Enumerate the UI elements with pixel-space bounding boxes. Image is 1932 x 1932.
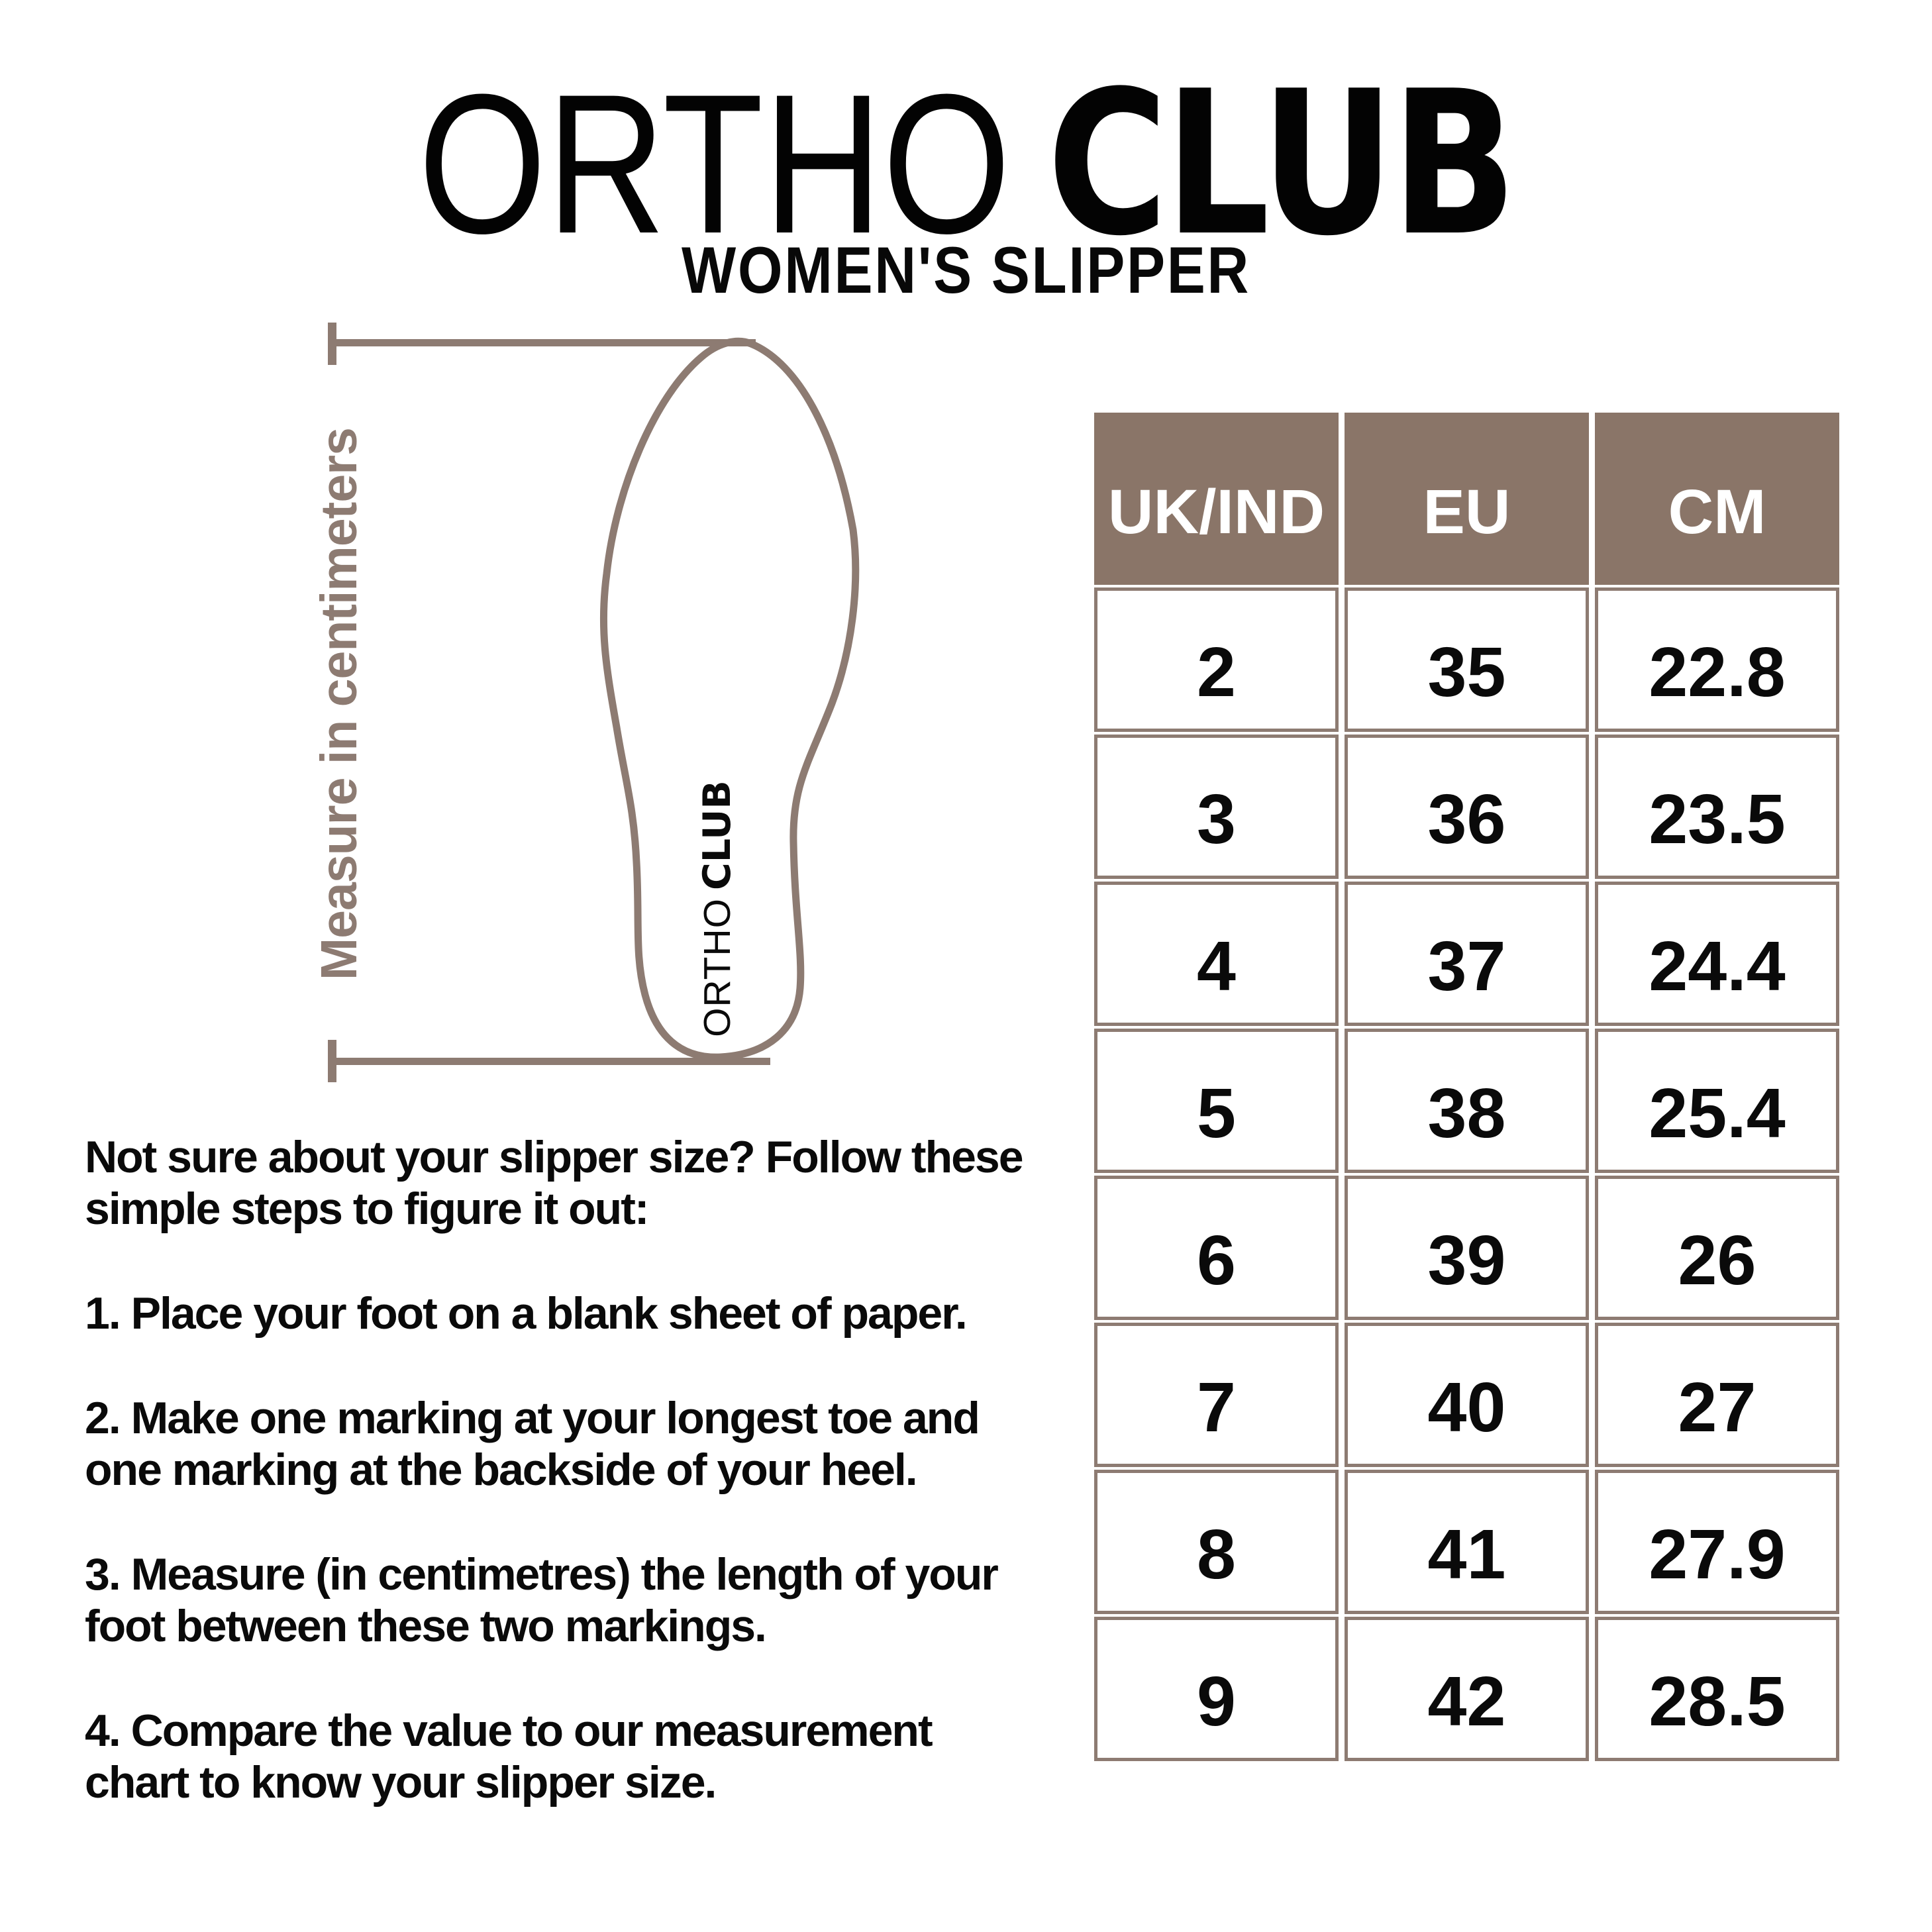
instruction-step-2: 2. Make one marking at your longest toe … [85, 1393, 980, 1495]
size-cell: 25.4 [1595, 1029, 1839, 1173]
size-table-body: 2 35 22.8 3 36 23.5 4 37 24.4 5 38 25.4 6 39 26 7 40 27 8 4… [1094, 587, 1839, 1761]
instructions: Not sure about your slipper size? Follow… [85, 1131, 1158, 1861]
size-cell: 38 [1345, 1029, 1589, 1173]
size-cell: 23.5 [1595, 735, 1839, 879]
table-row: 2 35 22.8 [1094, 587, 1839, 732]
size-cell: 9 [1094, 1617, 1339, 1761]
brand-title-bold: CLUB [1046, 48, 1517, 280]
size-cell: 8 [1094, 1470, 1339, 1614]
instruction-step-1: 1. Place your foot on a blank sheet of p… [85, 1288, 968, 1339]
measure-top-line [332, 339, 756, 346]
insole-brand-bold: CLUB [695, 780, 739, 891]
size-cell: 37 [1345, 882, 1589, 1026]
size-cell: 27.9 [1595, 1470, 1839, 1614]
column-header-ukind: UK/IND [1094, 413, 1339, 585]
size-cell: 40 [1345, 1323, 1589, 1467]
table-header-row: UK/IND EU CM [1094, 413, 1839, 585]
size-cell: 42 [1345, 1617, 1589, 1761]
insole-outline-path [599, 337, 860, 1061]
size-cell: 4 [1094, 882, 1339, 1026]
column-header-eu: EU [1345, 413, 1589, 585]
size-cell: 28.5 [1595, 1617, 1839, 1761]
size-cell: 6 [1094, 1176, 1339, 1320]
size-cell: 27 [1595, 1323, 1839, 1467]
table-row: 7 40 27 [1094, 1323, 1839, 1467]
size-cell: 22.8 [1595, 587, 1839, 732]
size-cell: 24.4 [1595, 882, 1839, 1026]
brand-title-regular: ORTHO [418, 52, 1011, 275]
size-cell: 41 [1345, 1470, 1589, 1614]
table-row: 3 36 23.5 [1094, 735, 1839, 879]
table-row: 8 41 27.9 [1094, 1470, 1839, 1614]
measure-bottom-line [332, 1058, 770, 1065]
insole-brand-regular: ORTHO [696, 898, 738, 1037]
column-header-cm: CM [1595, 413, 1839, 585]
instruction-step-4: 4. Compare the value to our measurement … [85, 1705, 933, 1807]
size-cell: 36 [1345, 735, 1589, 879]
table-row: 9 42 28.5 [1094, 1617, 1839, 1761]
size-cell: 35 [1345, 587, 1589, 732]
size-cell: 5 [1094, 1029, 1339, 1173]
page-subtitle: WOMEN'S SLIPPER [682, 233, 1250, 307]
size-table: UK/IND EU CM 2 35 22.8 3 36 23.5 4 37 24.4 5 38 25.… [1088, 410, 1845, 1764]
table-row: 5 38 25.4 [1094, 1029, 1839, 1173]
size-cell: 39 [1345, 1176, 1589, 1320]
instruction-step-3: 3. Measure (in centimetres) the length o… [85, 1549, 999, 1651]
size-cell: 7 [1094, 1323, 1339, 1467]
size-cell: 26 [1595, 1176, 1839, 1320]
size-cell: 3 [1094, 735, 1339, 879]
table-row: 4 37 24.4 [1094, 882, 1839, 1026]
insole-brand-label: ORTHO CLUB [694, 770, 740, 1048]
table-row: 6 39 26 [1094, 1176, 1839, 1320]
brand-title: ORTHO CLUB [164, 61, 1768, 267]
size-cell: 2 [1094, 587, 1339, 732]
instruction-intro: Not sure about your slipper size? Follow… [85, 1132, 1024, 1234]
